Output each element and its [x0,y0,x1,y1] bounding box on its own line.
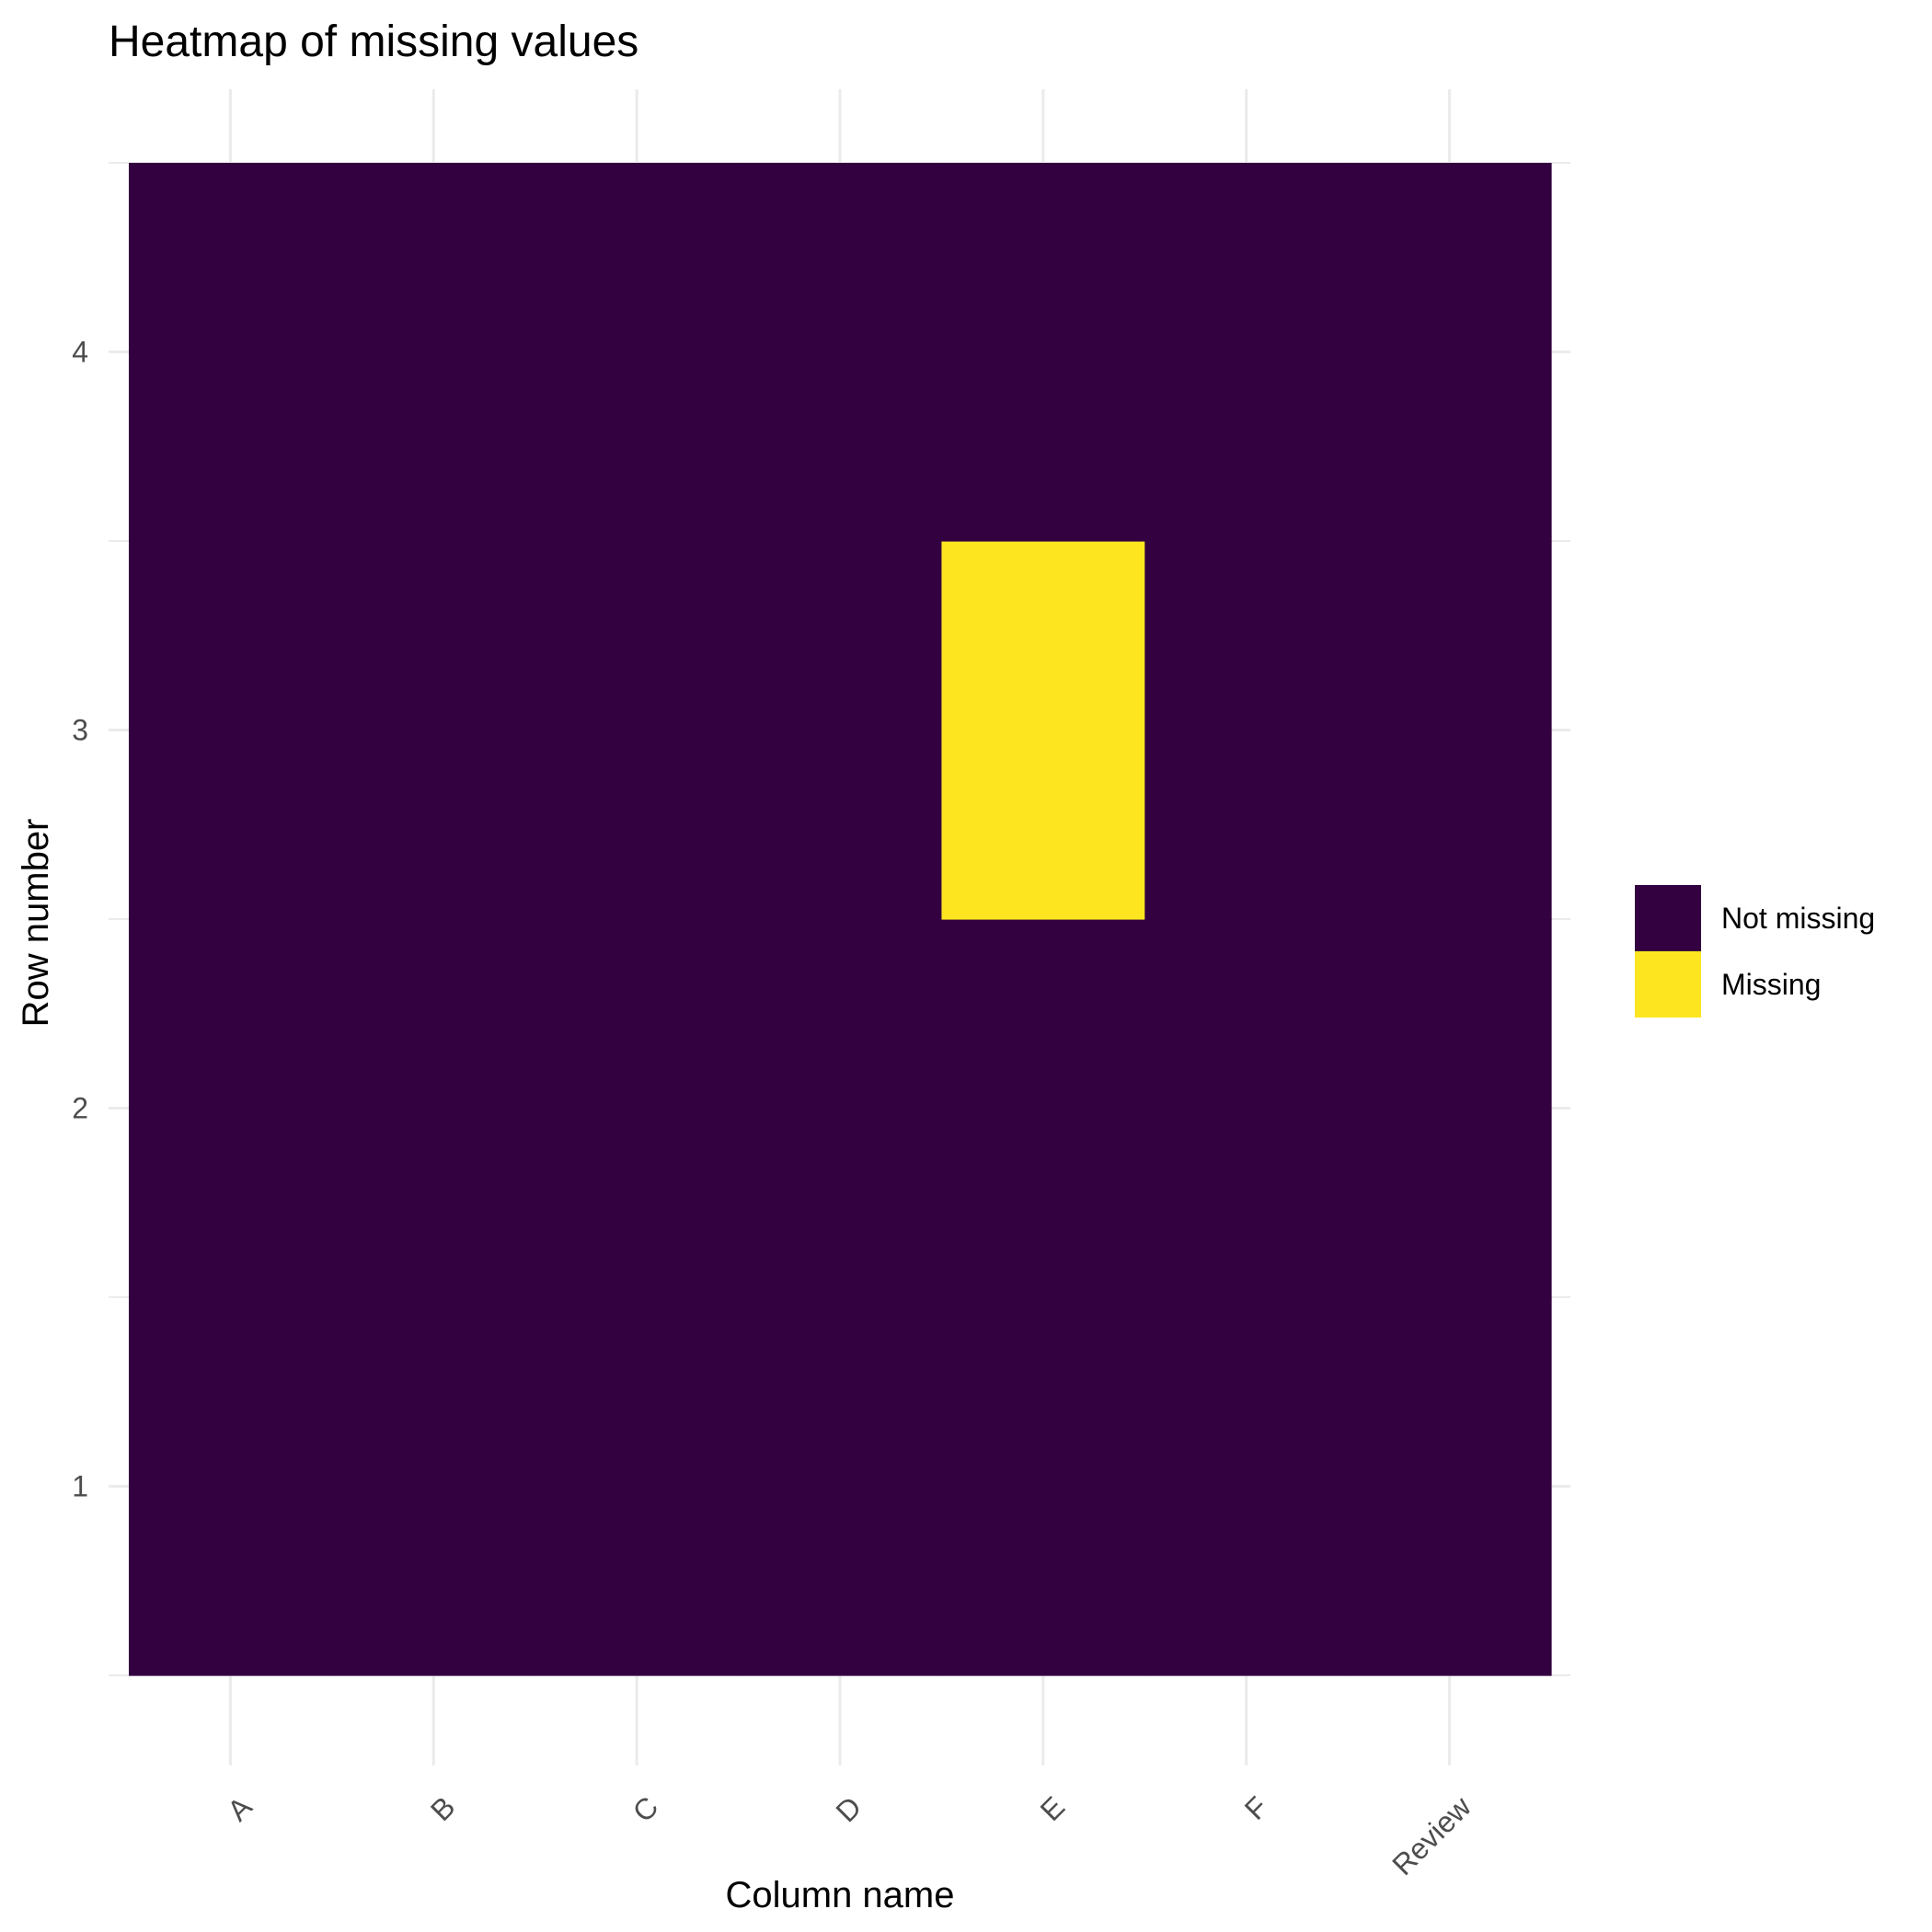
heatmap-cell-Review-1 [1348,1297,1552,1676]
heatmap-cells [129,163,1552,1676]
heatmap-cell-E-1 [941,1297,1145,1676]
x-tick-label-F: F [1238,1790,1274,1826]
heatmap-cell-F-1 [1144,1297,1349,1676]
x-axis-ticks: A B C D E F Review [221,1789,1478,1881]
heatmap-cell-B-2 [331,919,536,1298]
x-tick-label-D: D [829,1790,868,1829]
heatmap-cell-D-3 [738,541,943,920]
y-axis-title: Row number [16,819,56,1028]
heatmap-cell-Review-2 [1348,919,1552,1298]
heatmap-cell-C-4 [535,163,740,542]
heatmap-cell-A-1 [129,1297,333,1676]
heatmap-cell-B-3 [331,541,536,920]
legend-label-missing: Missing [1721,968,1821,1001]
heatmap-cell-C-2 [535,919,740,1298]
y-tick-label-1: 1 [72,1470,88,1503]
x-tick-label-B: B [424,1790,462,1828]
heatmap-cell-Review-4 [1348,163,1552,542]
y-tick-label-3: 3 [72,714,88,747]
heatmap-cell-A-3 [129,541,333,920]
heatmap-cell-E-3 [941,541,1145,920]
heatmap-cell-D-2 [738,919,943,1298]
heatmap-cell-E-2 [941,919,1145,1298]
y-tick-label-2: 2 [72,1092,88,1125]
heatmap-cell-A-4 [129,163,333,542]
heatmap-cell-Review-3 [1348,541,1552,920]
heatmap-cell-D-1 [738,1297,943,1676]
heatmap-cell-E-4 [941,163,1145,542]
heatmap-cell-C-3 [535,541,740,920]
x-tick-label-C: C [627,1790,665,1829]
x-tick-label-A: A [221,1789,259,1827]
x-tick-label-E: E [1034,1790,1072,1828]
legend-label-not-missing: Not missing [1721,902,1875,935]
heatmap-cell-C-1 [535,1297,740,1676]
y-tick-label-4: 4 [72,336,88,369]
heatmap-cell-D-4 [738,163,943,542]
heatmap-cell-A-2 [129,919,333,1298]
x-axis-title: Column name [725,1875,954,1915]
chart-title: Heatmap of missing values [109,17,638,66]
heatmap-cell-F-3 [1144,541,1349,920]
y-axis-ticks: 1 2 3 4 [72,336,129,1503]
heatmap-cell-F-2 [1144,919,1349,1298]
heatmap-cell-F-4 [1144,163,1349,542]
legend-key-not-missing [1635,885,1701,951]
x-tick-label-Review: Review [1386,1789,1478,1881]
heatmap-cell-B-4 [331,163,536,542]
heatmap-cell-B-1 [331,1297,536,1676]
legend: Not missing Missing [1635,885,1875,1018]
legend-key-missing [1635,951,1701,1018]
